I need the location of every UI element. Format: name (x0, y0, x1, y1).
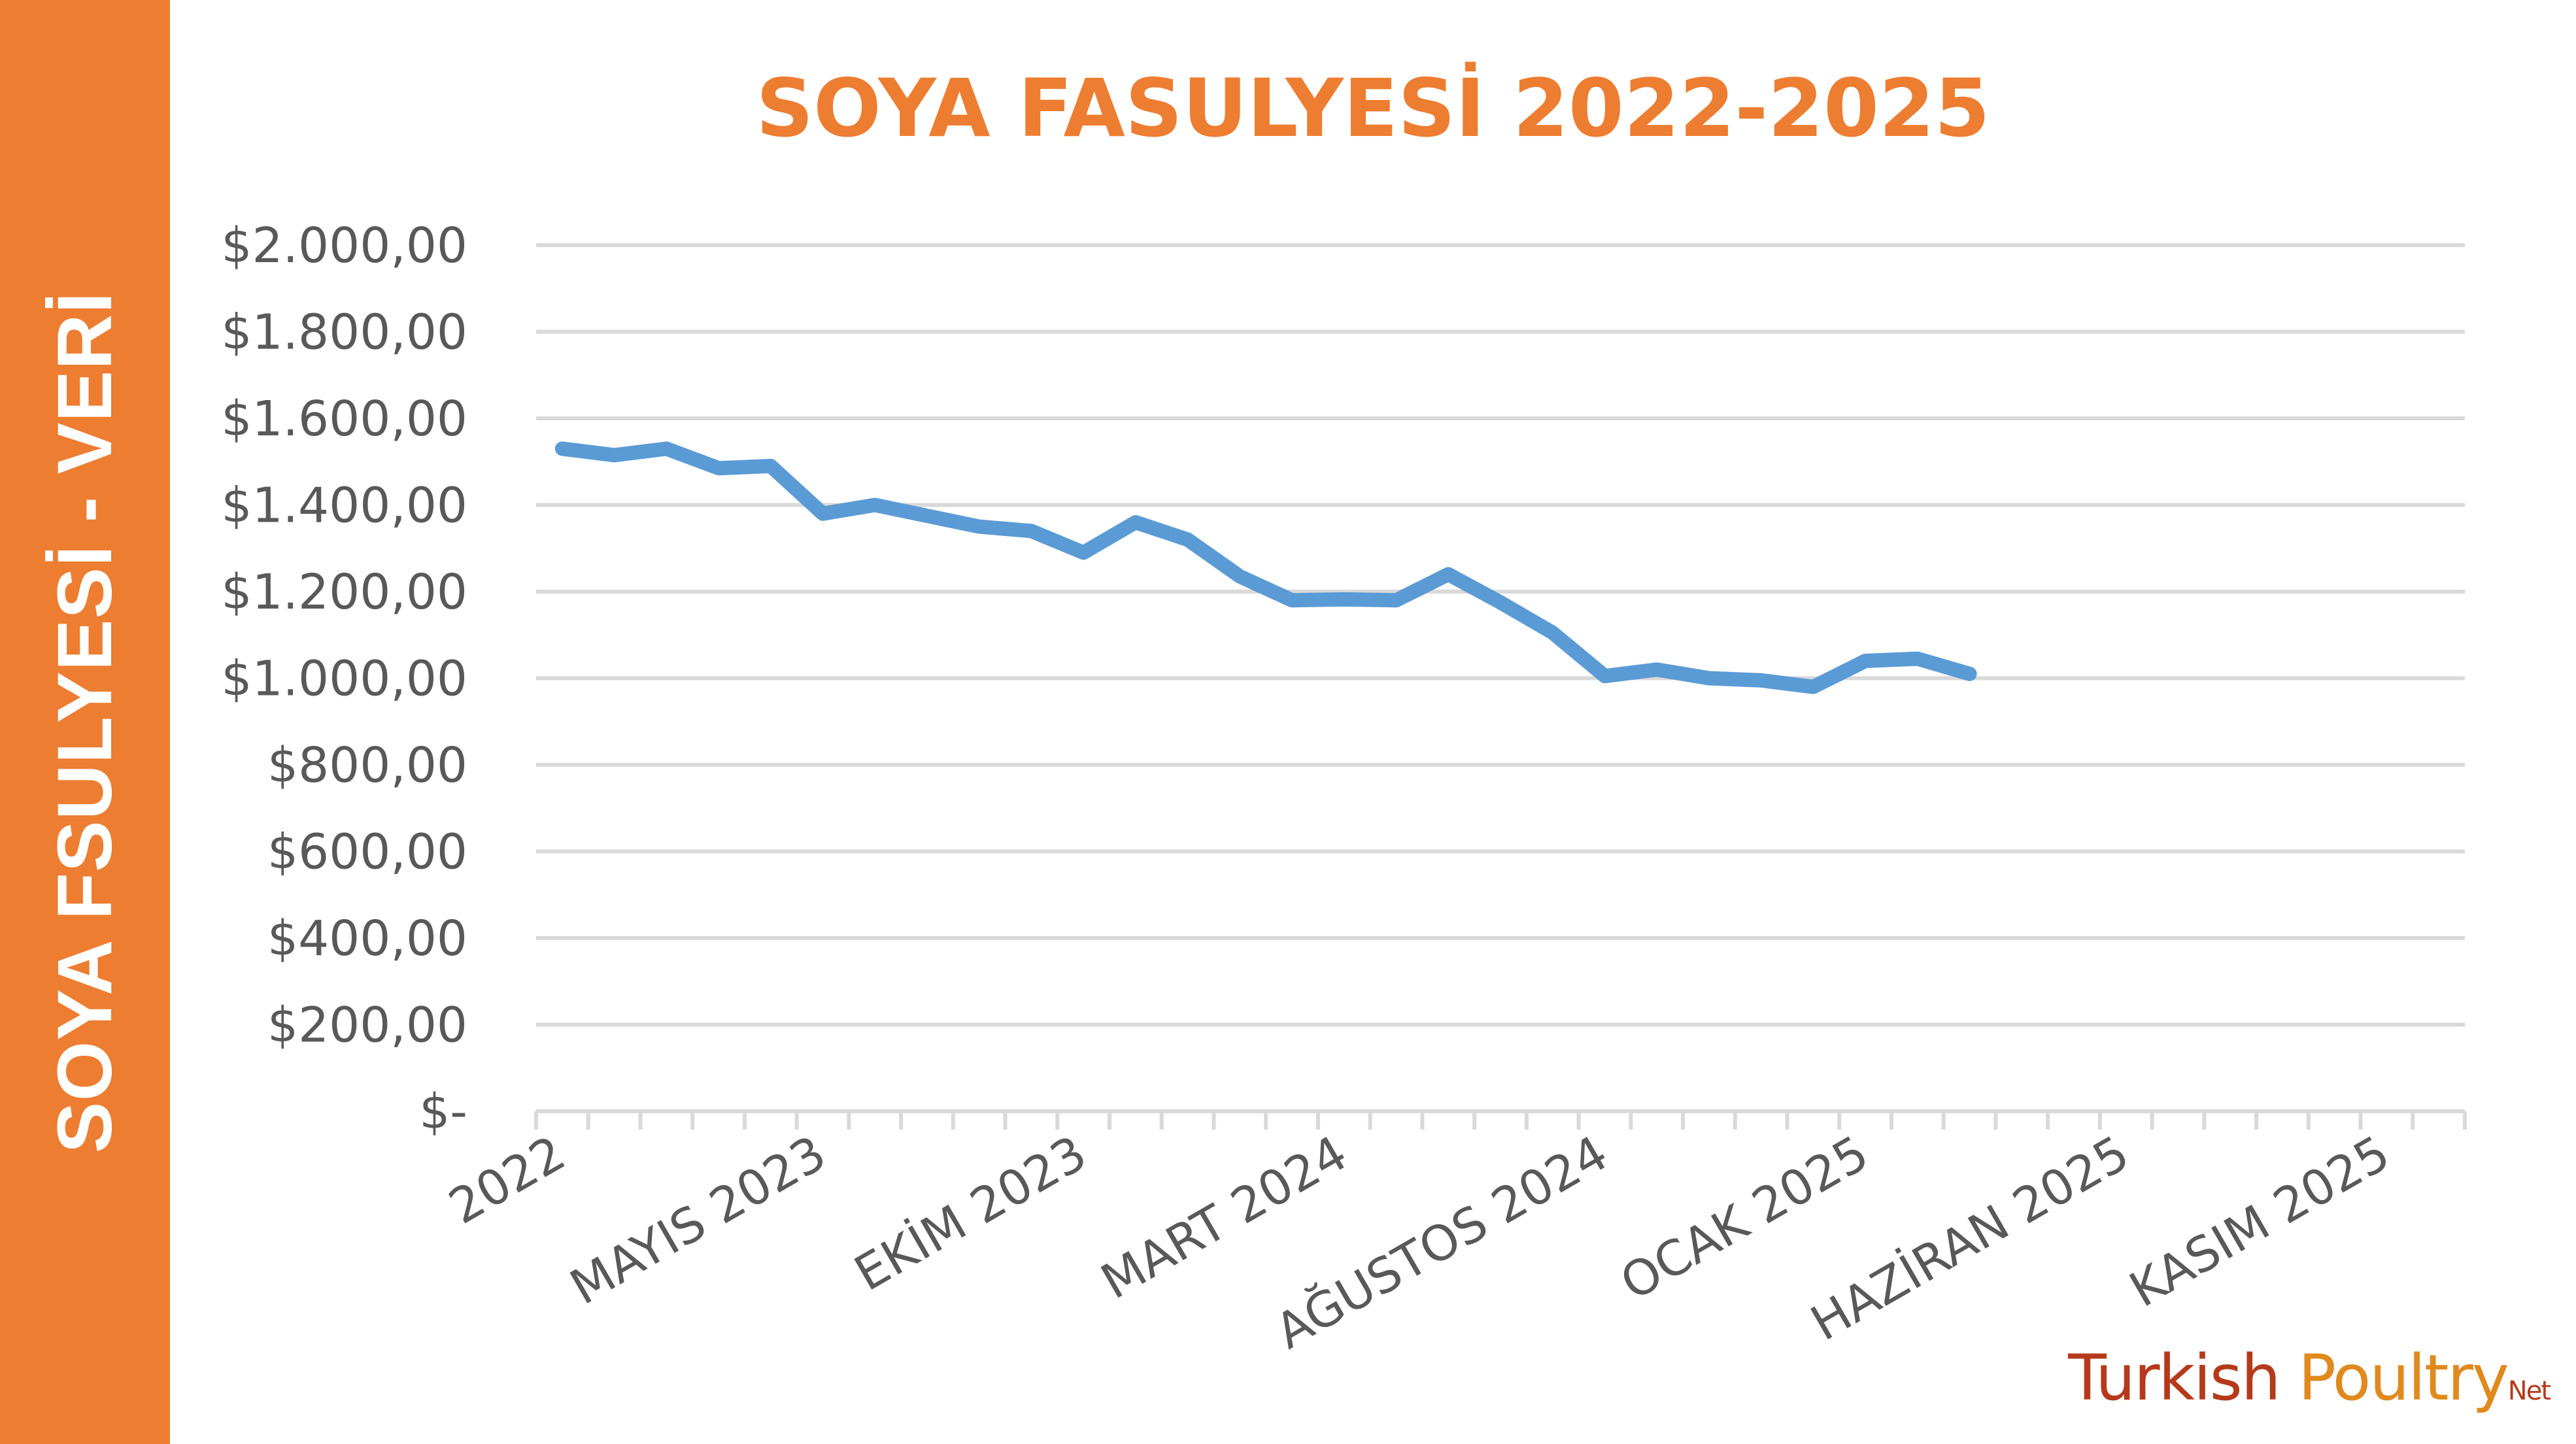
data-point (821, 512, 824, 515)
data-point (1916, 657, 1919, 660)
data-point (1759, 679, 1763, 682)
data-point (1395, 599, 1398, 602)
gridlines (536, 243, 2465, 1027)
data-point (1603, 675, 1606, 678)
chart-title: SOYA FASULYESİ 2022-2025 (756, 62, 1990, 155)
logo-text-1: Turkish (2068, 1341, 2299, 1415)
y-tick-label: $600,00 (267, 824, 467, 881)
y-axis: $- $200,00 $400,00 $600,00 $800,00 $1.000,00 $… (221, 218, 467, 1140)
data-point (665, 447, 668, 450)
data-point (1186, 538, 1189, 541)
data-point (1291, 599, 1294, 602)
y-tick-label: $1.400,00 (221, 478, 467, 534)
data-point (1030, 529, 1033, 533)
series-line (554, 441, 1977, 694)
y-tick-label: $1.200,00 (221, 564, 467, 620)
data-point (873, 503, 877, 507)
y-tick-label: $200,00 (267, 998, 467, 1054)
data-point (1447, 573, 1450, 576)
data-point (1082, 551, 1085, 554)
turkish-poultry-logo: Turkish PoultryNet (2068, 1341, 2551, 1415)
data-point (1864, 660, 1867, 662)
x-tick-label: EKİM 2023 (845, 1124, 1096, 1302)
data-point (1968, 672, 1971, 675)
y-tick-label: $1.600,00 (221, 391, 467, 447)
x-tick-label: MAYIS 2023 (561, 1125, 835, 1316)
data-point (717, 467, 720, 470)
data-point (1551, 631, 1554, 634)
data-point (1342, 597, 1346, 601)
y-tick-label: $1.000,00 (221, 651, 467, 707)
data-point (925, 514, 928, 518)
series-group (554, 441, 1977, 694)
data-point (769, 464, 772, 467)
data-point (1707, 677, 1710, 680)
y-tick-label: $800,00 (267, 737, 467, 794)
y-tick-label: $- (419, 1084, 467, 1140)
data-point (1655, 668, 1659, 671)
data-point (1499, 601, 1502, 604)
y-tick-label: $2.000,00 (221, 218, 467, 274)
logo-text-2: Poultry (2298, 1341, 2509, 1415)
logo-text-3: Net (2507, 1376, 2551, 1406)
x-tick-label: 2022 (440, 1125, 575, 1235)
data-point (977, 525, 981, 528)
y-tick-label: $1.800,00 (221, 305, 467, 361)
y-tick-label: $400,00 (267, 911, 467, 967)
data-point (613, 454, 616, 457)
sidebar-band: SOYA FSULYESİ - VERİ (0, 0, 170, 1444)
data-point (560, 447, 564, 450)
x-tick-label: KASIM 2025 (2120, 1125, 2399, 1318)
data-point (1238, 575, 1242, 578)
data-point (1134, 521, 1137, 524)
data-point (1812, 685, 1815, 688)
